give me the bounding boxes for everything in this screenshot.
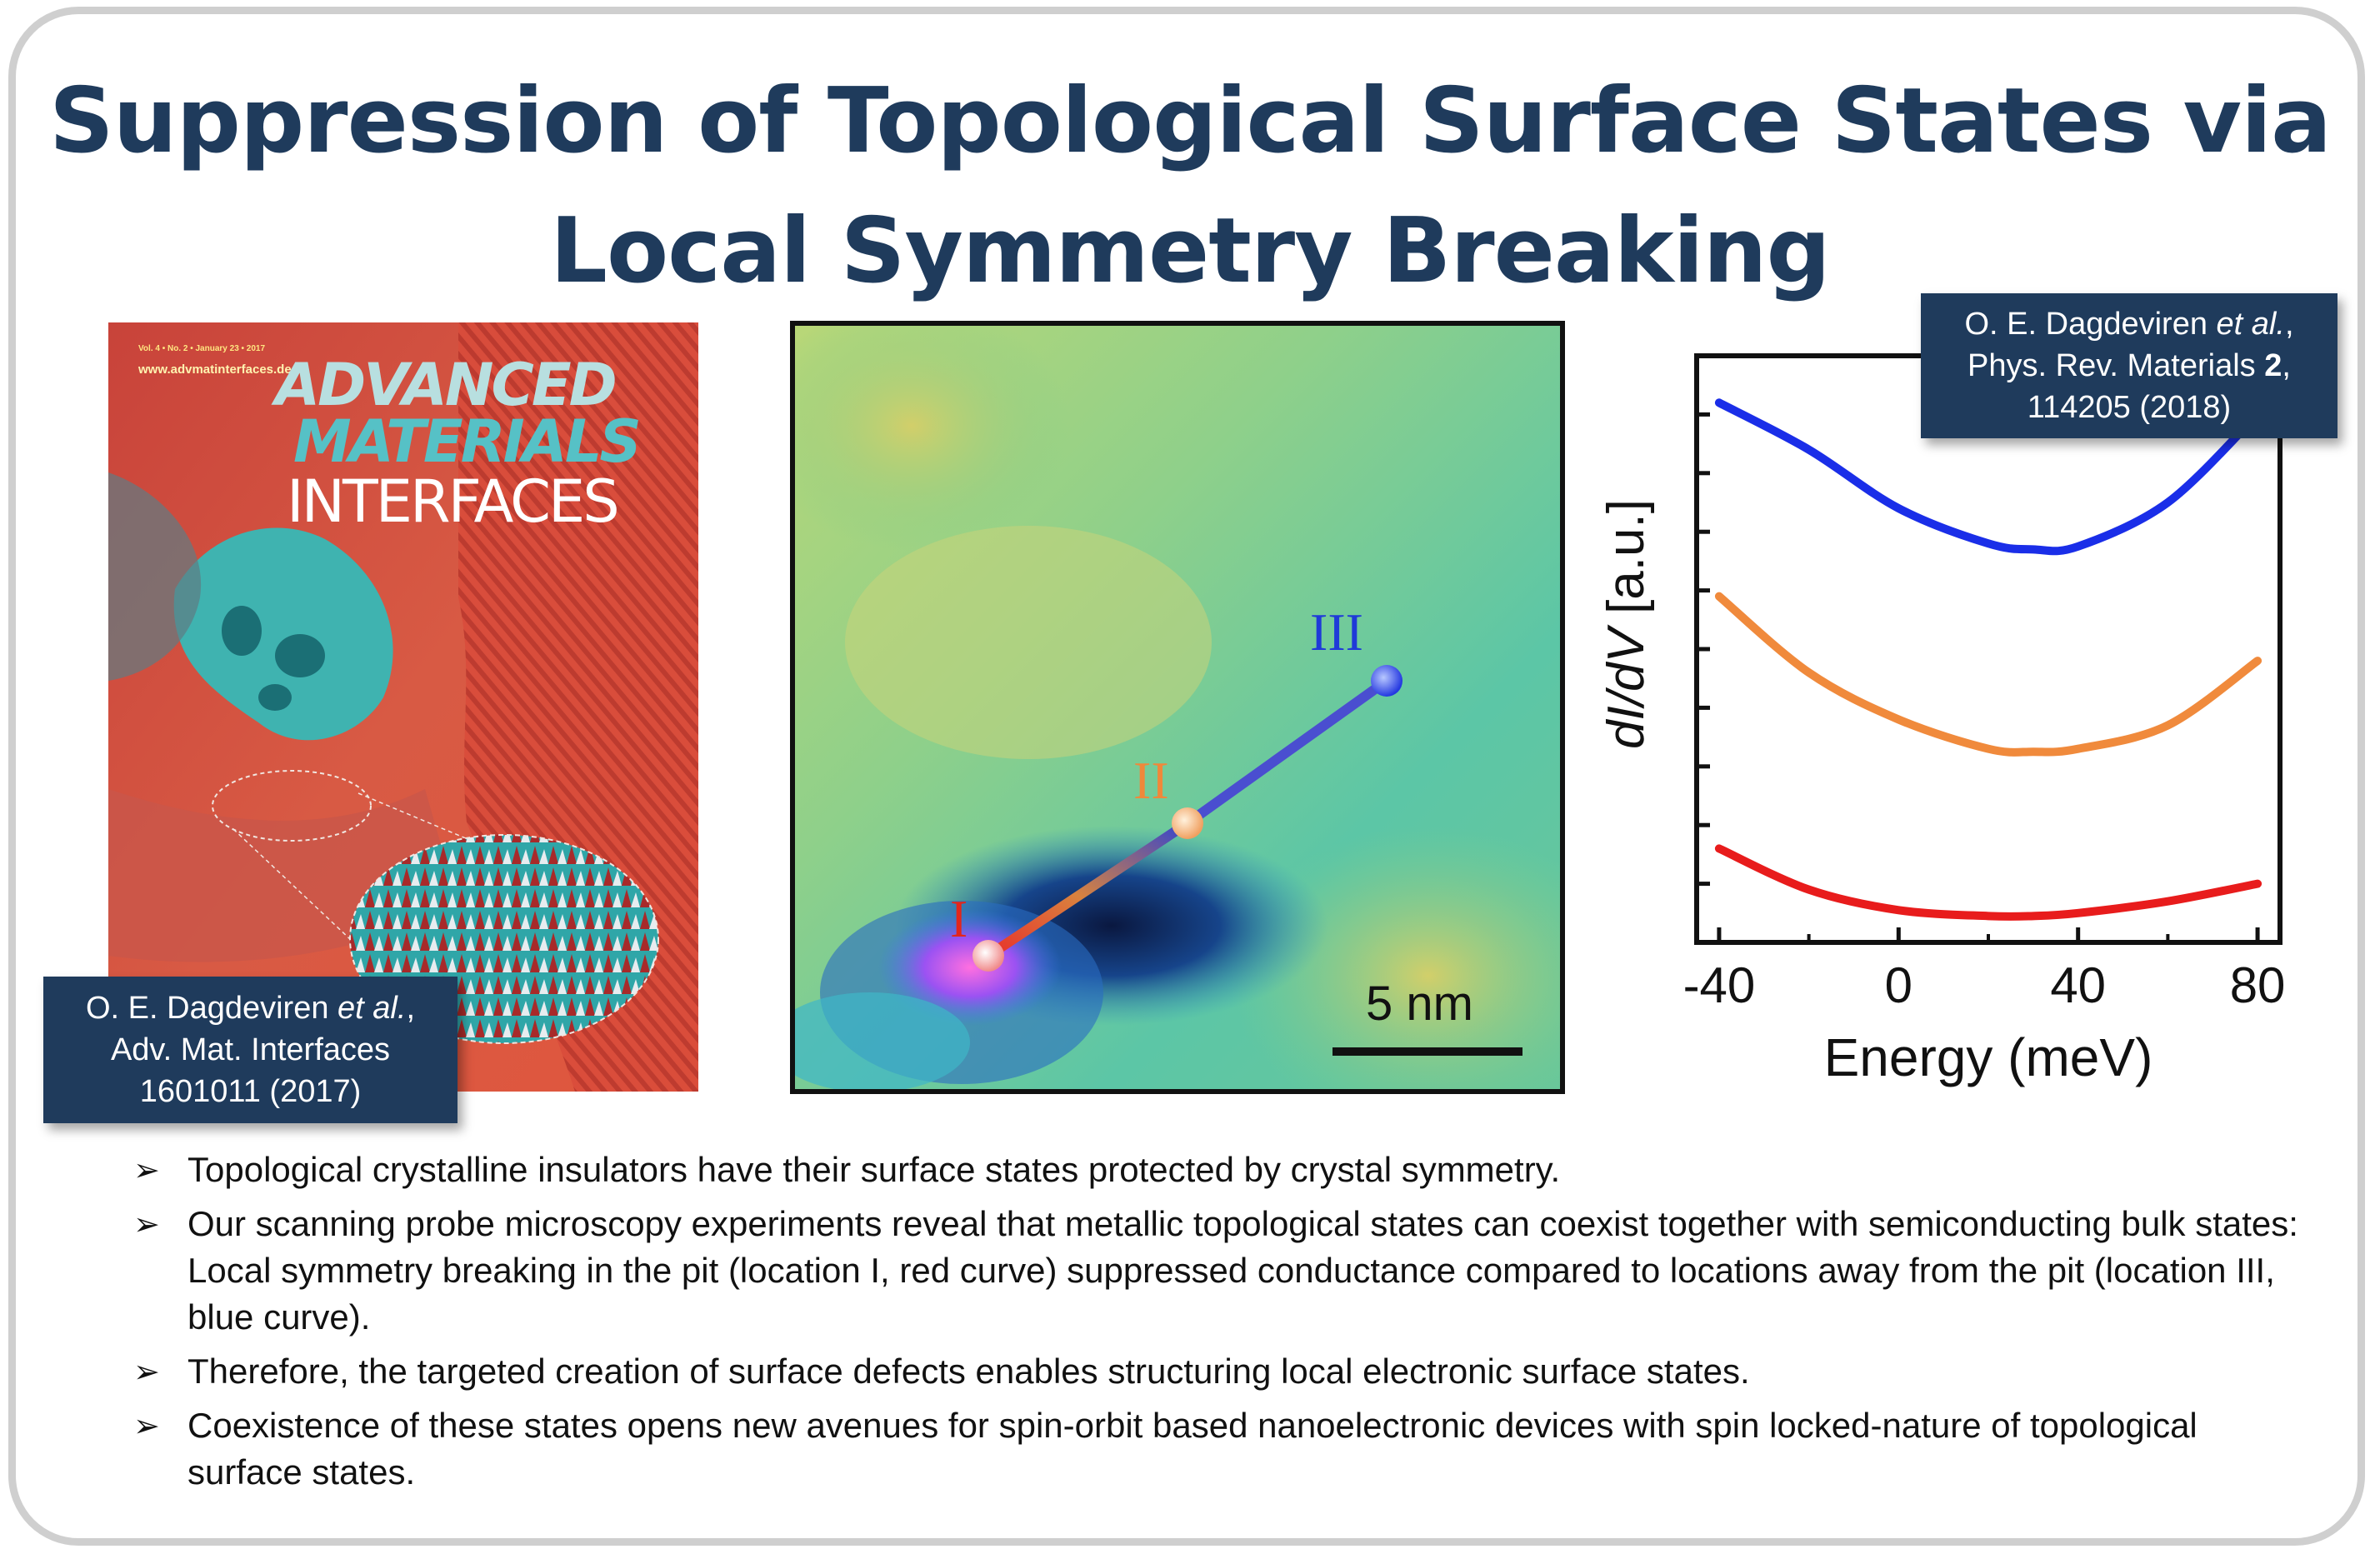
bullet-item: ➢ Topological crystalline insulators have… bbox=[133, 1147, 2300, 1193]
slide-title: Suppression of Topological Surface State… bbox=[0, 57, 2380, 317]
arrow-bullet-icon: ➢ bbox=[133, 1152, 160, 1188]
citation-box-right: O. E. Dagdeviren et al., Phys. Rev. Mate… bbox=[1921, 293, 2338, 438]
location-label-ii: II bbox=[1133, 751, 1169, 810]
cover-title-materials: MATERIALS bbox=[293, 407, 642, 476]
citation-right-line-3: 114205 (2018) bbox=[2027, 390, 2232, 425]
stm-topography-map: I II III 5 nm bbox=[790, 321, 1565, 1094]
scale-bar-label: 5 nm bbox=[1366, 977, 1473, 1031]
arrow-bullet-icon: ➢ bbox=[133, 1407, 160, 1444]
citation-right-line-2: Phys. Rev. Materials 2, bbox=[1921, 345, 2338, 387]
chart-plot: -40 0 40 80 Energy (meV) dI/dV [a.u.] bbox=[1598, 353, 2286, 1087]
location-label-iii: III bbox=[1310, 602, 1363, 662]
bullet-item: ➢ Our scanning probe microscopy experimen… bbox=[133, 1201, 2300, 1341]
title-line-1: Suppression of Topological Surface State… bbox=[49, 69, 2332, 173]
citation-right-journal: Phys. Rev. Materials bbox=[1968, 348, 2265, 383]
bullet-text: Therefore, the targeted creation of surf… bbox=[188, 1352, 1750, 1391]
data-series-line-3 bbox=[1714, 844, 2262, 921]
arrow-bullet-icon: ➢ bbox=[133, 1353, 160, 1390]
cover-volume-line: Vol. 4 • No. 2 • January 23 • 2017 bbox=[138, 344, 266, 353]
x-tick-label: 0 bbox=[1885, 957, 1912, 1013]
didv-chart: -40 0 40 80 Energy (meV) dI/dV [a.u.] bbox=[1583, 329, 2333, 1121]
citation-right-etal: et al. bbox=[2216, 307, 2285, 342]
cover-artwork bbox=[108, 322, 698, 1092]
cover-title-advanced: ADVANCED bbox=[275, 351, 618, 419]
scale-bar bbox=[1332, 1047, 1522, 1056]
location-i-marker bbox=[972, 940, 1004, 972]
location-label-i: I bbox=[950, 889, 968, 948]
citation-right-comma-2: , bbox=[2282, 348, 2291, 383]
data-series-line-1 bbox=[1714, 398, 2262, 556]
bullet-text: Topological crystalline insulators have … bbox=[188, 1150, 1561, 1189]
y-axis-label-quantity: dI/dV bbox=[1598, 624, 1655, 749]
citation-left-etal: et al. bbox=[338, 991, 407, 1026]
citation-right-author: O. E. Dagdeviren bbox=[1964, 307, 2217, 342]
citation-right-comma: , bbox=[2284, 307, 2294, 342]
citation-box-left: O. E. Dagdeviren et al., Adv. Mat. Inter… bbox=[43, 977, 458, 1123]
x-axis-label: Energy (meV) bbox=[1824, 1027, 2153, 1087]
bullet-item: ➢ Coexistence of these states opens new a… bbox=[133, 1402, 2300, 1496]
stm-map-artwork bbox=[795, 326, 1560, 1089]
citation-left-author: O. E. Dagdeviren bbox=[86, 991, 338, 1026]
bullet-list: ➢ Topological crystalline insulators have… bbox=[133, 1147, 2300, 1503]
citation-left-line-1: O. E. Dagdeviren et al., bbox=[43, 987, 458, 1029]
citation-right-volume: 2 bbox=[2264, 348, 2282, 383]
x-tick-label: -40 bbox=[1683, 957, 1756, 1013]
y-axis-label: dI/dV [a.u.] bbox=[1598, 499, 1655, 749]
citation-left-comma: , bbox=[406, 991, 415, 1026]
cover-website: www.advmatinterfaces.de bbox=[138, 362, 292, 377]
bullet-item: ➢ Therefore, the targeted creation of sur… bbox=[133, 1348, 2300, 1395]
bullet-text: Coexistence of these states opens new av… bbox=[188, 1406, 2198, 1492]
citation-right-line-1: O. E. Dagdeviren et al., bbox=[1921, 303, 2338, 345]
journal-cover-image: Vol. 4 • No. 2 • January 23 • 2017 www.a… bbox=[108, 322, 698, 1092]
location-iii-marker bbox=[1371, 665, 1402, 697]
data-series-line-2 bbox=[1714, 592, 2262, 757]
citation-left-line-2: Adv. Mat. Interfaces bbox=[110, 1032, 391, 1067]
bullet-text: Our scanning probe microscopy experiment… bbox=[188, 1204, 2298, 1337]
citation-left-line-3: 1601011 (2017) bbox=[139, 1074, 362, 1109]
arrow-bullet-icon: ➢ bbox=[133, 1206, 160, 1242]
y-axis-label-unit: [a.u.] bbox=[1598, 499, 1655, 628]
x-tick-label: 40 bbox=[2050, 957, 2106, 1013]
x-tick-label: 80 bbox=[2230, 957, 2286, 1013]
location-ii-marker bbox=[1172, 807, 1203, 839]
title-line-2: Local Symmetry Breaking bbox=[550, 199, 1831, 303]
cover-title-interfaces: INTERFACES bbox=[287, 467, 620, 536]
